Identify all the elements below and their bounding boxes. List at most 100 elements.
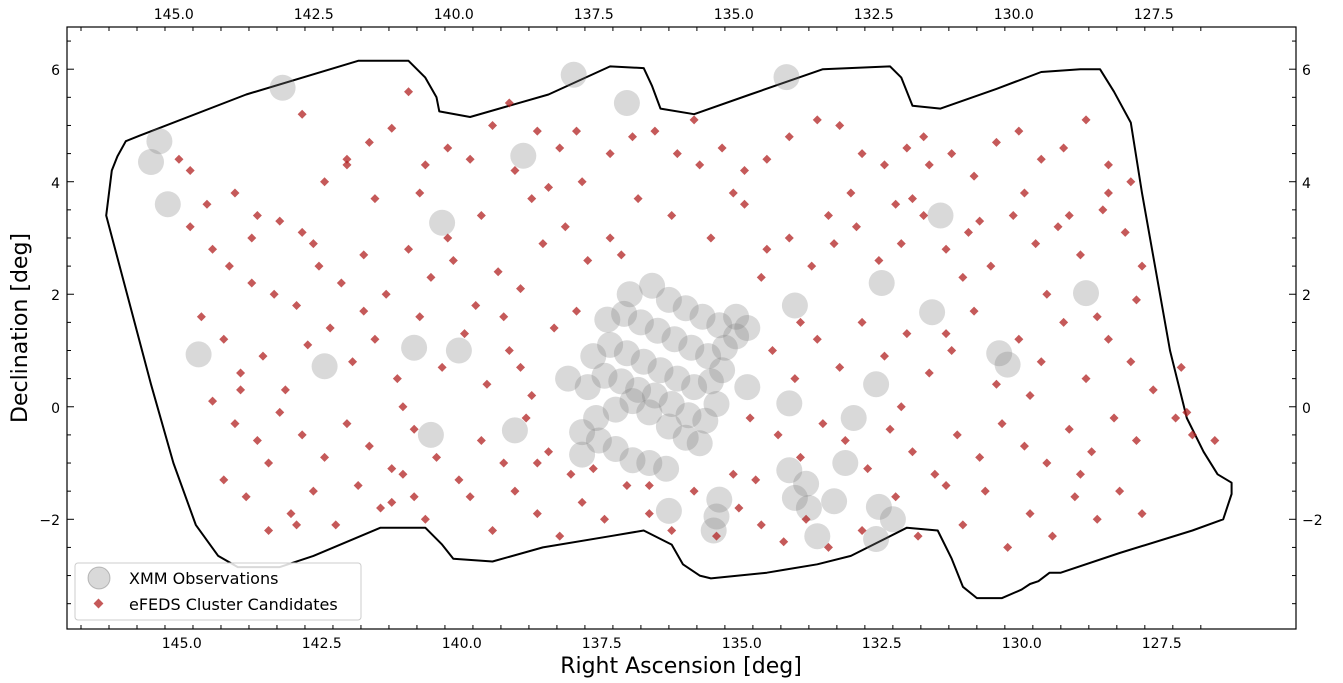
cluster-candidate-marker	[1131, 436, 1141, 446]
cluster-candidate-marker	[728, 188, 738, 198]
xmm-observation-circle	[697, 368, 724, 395]
cluster-candidate-marker	[342, 160, 352, 170]
x-tick-label: 132.5	[862, 636, 902, 652]
xmm-observation-circle	[597, 331, 624, 358]
cluster-candidate-marker	[1148, 385, 1158, 395]
cluster-candidate-marker	[1042, 289, 1052, 299]
cluster-candidate-marker	[577, 177, 587, 187]
cluster-candidate-marker	[404, 244, 414, 254]
cluster-candidate-marker	[1053, 222, 1063, 232]
cluster-candidate-marker	[616, 250, 626, 260]
xmm-observations-layer	[138, 61, 1099, 552]
cluster-candidate-marker	[958, 272, 968, 282]
xmm-observation-circle	[863, 526, 890, 552]
cluster-candidate-marker	[460, 329, 470, 339]
cluster-candidate-marker	[1137, 509, 1147, 519]
cluster-candidate-marker	[297, 109, 307, 119]
cluster-candidate-marker	[1171, 413, 1181, 423]
cluster-candidate-marker	[851, 222, 861, 232]
xmm-observation-circle	[734, 374, 761, 401]
cluster-candidate-marker	[812, 115, 822, 125]
cluster-candidate-marker	[773, 430, 783, 440]
cluster-candidate-marker	[600, 514, 610, 524]
cluster-candidate-marker	[795, 452, 805, 462]
xmm-observation-circle	[655, 286, 682, 313]
xmm-observation-circle	[611, 300, 638, 327]
xmm-observation-circle	[154, 191, 181, 218]
cluster-candidate-marker	[387, 497, 397, 507]
plot-area	[67, 27, 1296, 629]
cluster-candidate-marker	[264, 458, 274, 468]
cluster-candidate-marker	[913, 531, 923, 541]
cluster-candidate-marker	[230, 419, 240, 429]
cluster-candidate-marker	[286, 509, 296, 519]
cluster-candidate-marker	[941, 244, 951, 254]
cluster-candidate-marker	[1014, 334, 1024, 344]
cluster-candidate-marker	[252, 210, 262, 220]
cluster-candidate-marker	[930, 469, 940, 479]
cluster-candidate-marker	[1036, 357, 1046, 367]
y-tick-label: 2	[51, 288, 60, 304]
cluster-candidate-marker	[443, 233, 453, 243]
cluster-candidate-marker	[336, 278, 346, 288]
cluster-candidate-marker	[891, 199, 901, 209]
cluster-candidate-marker	[185, 165, 195, 175]
xmm-observation-circle	[919, 299, 946, 326]
cluster-candidate-marker	[958, 520, 968, 530]
cluster-candidate-marker	[331, 520, 341, 530]
cluster-candidate-marker	[471, 300, 481, 310]
cluster-candidate-marker	[1019, 441, 1029, 451]
cluster-candidate-marker	[857, 149, 867, 159]
cluster-candidate-marker	[879, 160, 889, 170]
x-tick-label: 137.5	[582, 636, 622, 652]
cluster-candidate-marker	[1019, 188, 1029, 198]
cluster-candidate-marker	[667, 526, 677, 536]
xmm-observation-circle	[709, 357, 736, 384]
cluster-candidate-marker	[437, 362, 447, 372]
cluster-candidate-marker	[236, 385, 246, 395]
legend-label-xmm: XMM Observations	[129, 569, 278, 588]
cluster-candidate-marker	[1042, 458, 1052, 468]
y-tick-label-right: −2	[1302, 513, 1323, 529]
xmm-observation-circle	[655, 497, 682, 524]
cluster-candidate-marker	[857, 317, 867, 327]
cluster-candidate-marker	[476, 436, 486, 446]
cluster-candidate-marker	[320, 452, 330, 462]
cluster-candidate-marker	[1075, 469, 1085, 479]
cluster-candidate-marker	[426, 272, 436, 282]
y-tick-label-right: 6	[1302, 63, 1311, 79]
cluster-candidate-marker	[275, 216, 285, 226]
xmm-observation-circle	[672, 295, 699, 322]
cluster-candidate-marker	[420, 514, 430, 524]
cluster-candidate-marker	[510, 165, 520, 175]
cluster-candidate-marker	[863, 464, 873, 474]
cluster-candidate-marker	[252, 436, 262, 446]
cluster-candidate-marker	[823, 542, 833, 552]
xmm-observation-circle	[734, 315, 761, 341]
xmm-observation-circle	[647, 357, 674, 384]
cluster-candidate-marker	[1103, 334, 1113, 344]
x-tick-label-top: 140.0	[434, 7, 474, 23]
xmm-observation-circle	[795, 495, 822, 521]
x-axis-title: Right Ascension [deg]	[560, 654, 802, 679]
xmm-observation-circle	[583, 405, 610, 431]
cluster-candidate-marker	[398, 469, 408, 479]
cluster-candidate-marker	[762, 244, 772, 254]
xmm-observation-circle	[585, 427, 612, 454]
xmm-observation-circle	[185, 341, 212, 368]
cluster-candidate-marker	[767, 346, 777, 356]
xmm-observation-circle	[501, 417, 528, 444]
xmm-observation-circle	[700, 517, 727, 544]
cluster-candidate-marker	[376, 503, 386, 513]
cluster-candidate-marker	[728, 469, 738, 479]
cluster-candidate-marker	[963, 227, 973, 237]
cluster-candidate-marker	[941, 481, 951, 491]
xmm-observation-circle	[821, 488, 848, 515]
cluster-candidate-marker	[919, 132, 929, 142]
cluster-candidate-marker	[1070, 492, 1080, 502]
cluster-candidate-marker	[476, 210, 486, 220]
x-tick-label-top: 132.5	[854, 7, 894, 23]
cluster-candidate-marker	[308, 486, 318, 496]
cluster-candidate-marker	[465, 154, 475, 164]
